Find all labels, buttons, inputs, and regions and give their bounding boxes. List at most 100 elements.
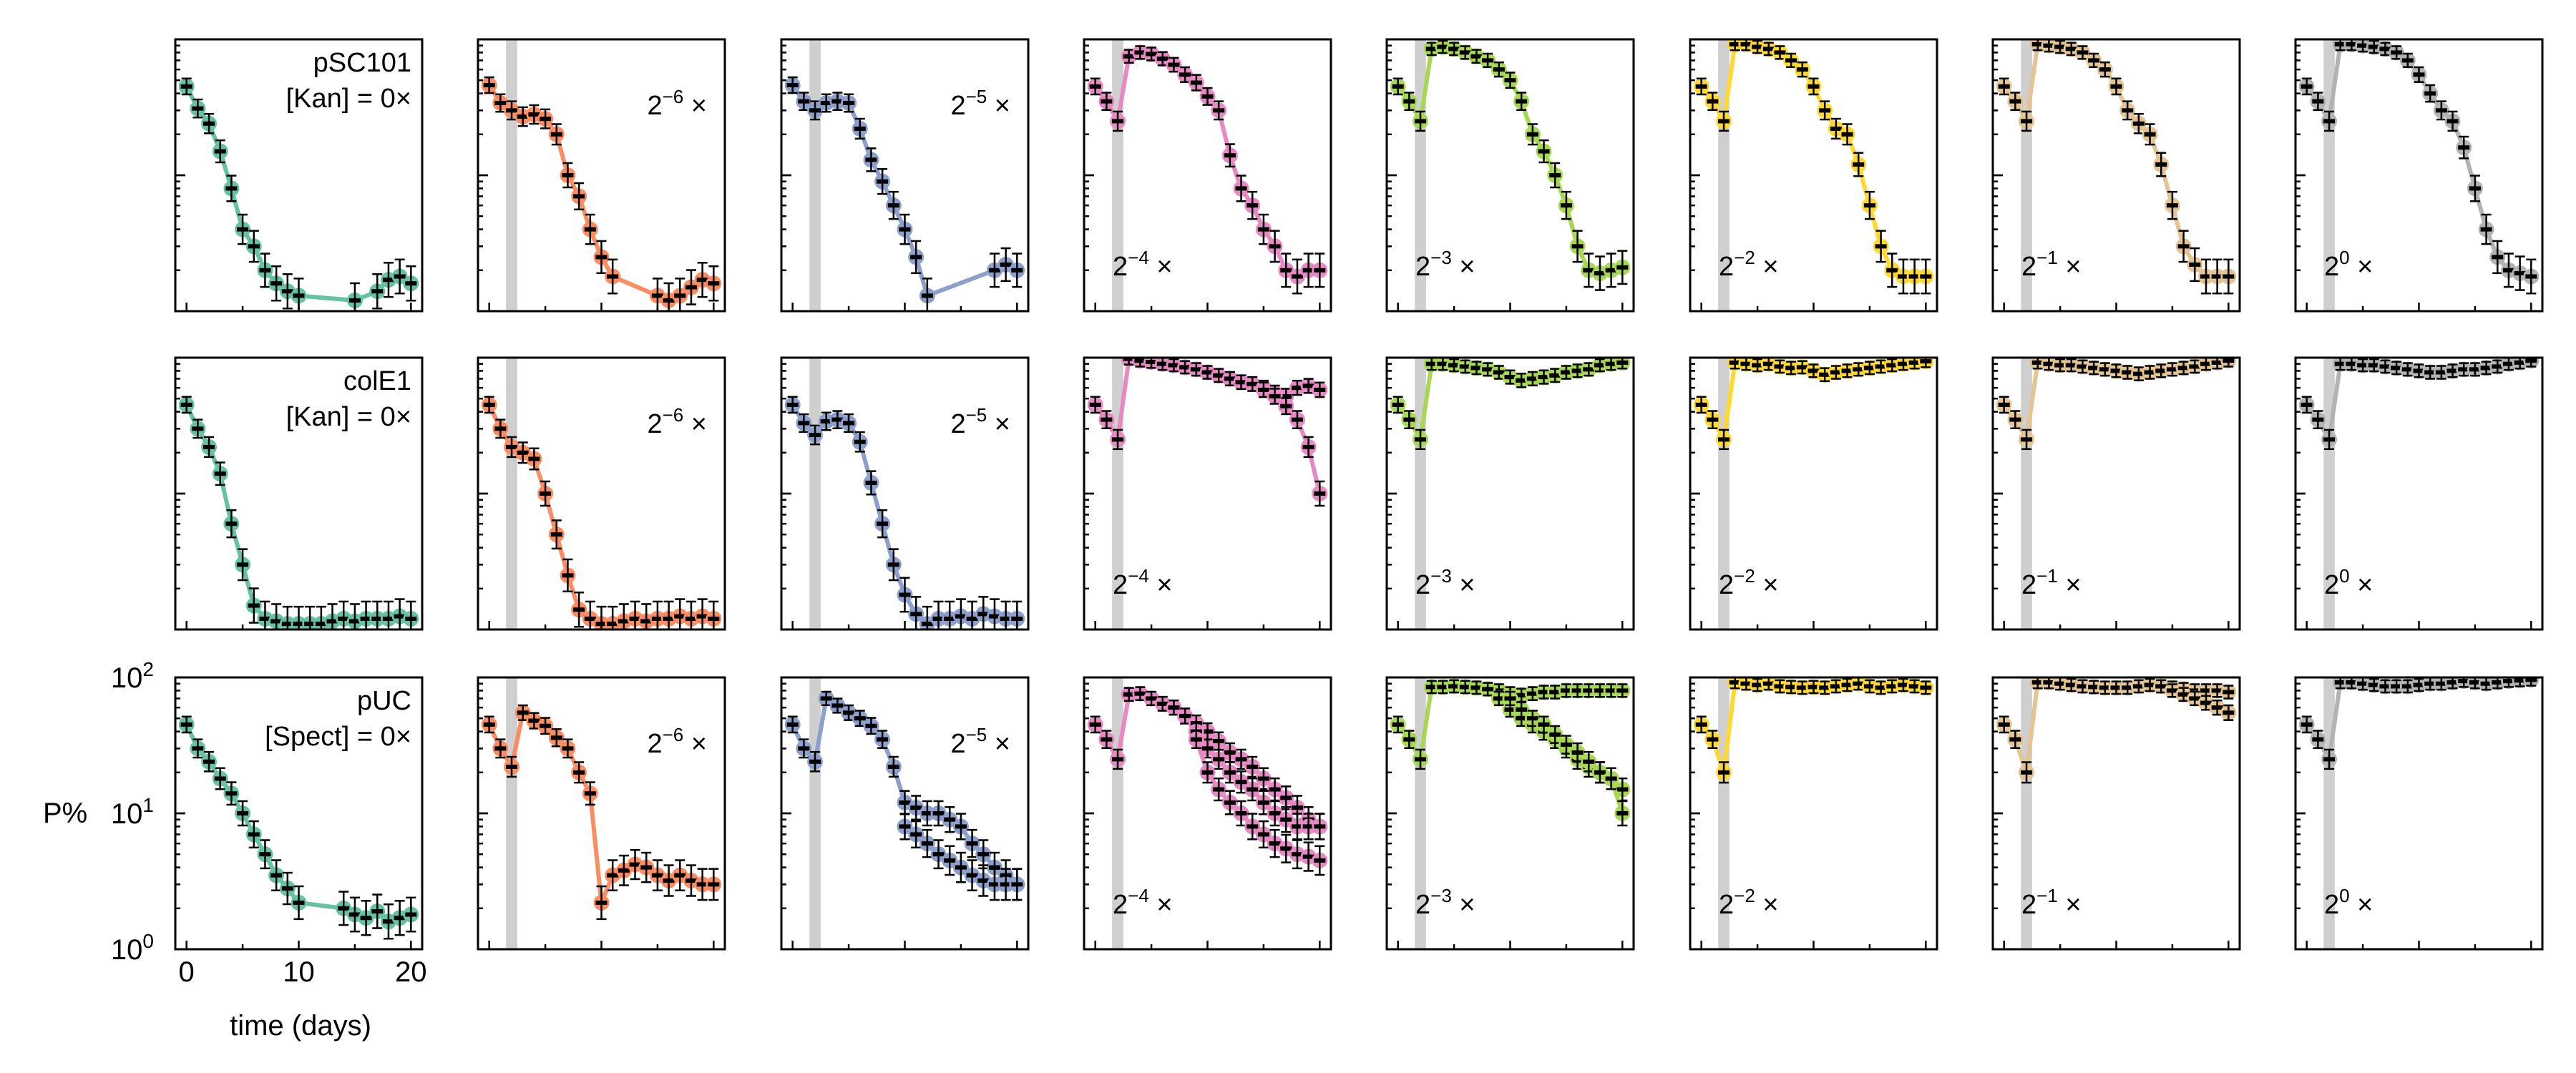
data-mean-marker xyxy=(932,811,945,815)
data-mean-marker xyxy=(1168,705,1180,710)
data-mean-marker xyxy=(1437,44,1449,49)
data-mean-marker xyxy=(1224,800,1236,805)
data-mean-marker xyxy=(1863,684,1875,689)
data-mean-marker xyxy=(2312,737,2324,742)
data-mean-marker xyxy=(977,878,990,883)
data-mean-marker xyxy=(1908,684,1921,689)
data-mean-marker xyxy=(877,737,889,742)
data-mean-marker xyxy=(674,293,686,298)
data-mean-marker xyxy=(1470,685,1483,690)
data-mean-marker xyxy=(1459,50,1471,55)
data-mean-marker xyxy=(2301,402,2313,407)
data-mean-marker xyxy=(1246,787,1259,792)
data-mean-marker xyxy=(1470,366,1483,371)
data-mean-marker xyxy=(843,101,855,106)
data-mean-marker xyxy=(281,886,293,891)
data-mean-marker xyxy=(371,289,384,294)
data-mean-marker xyxy=(2480,227,2492,232)
plot-area xyxy=(1087,358,1328,629)
panel-label: 20 × xyxy=(2324,885,2373,920)
data-mean-marker xyxy=(293,900,305,905)
data-mean-marker xyxy=(1718,437,1730,442)
data-mean-marker xyxy=(708,616,720,621)
data-mean-marker xyxy=(910,255,922,260)
data-mean-marker xyxy=(225,186,238,191)
data-mean-marker xyxy=(1875,244,1887,249)
data-mean-marker xyxy=(2088,685,2100,690)
data-mean-marker xyxy=(1549,173,1561,177)
data-mean-marker xyxy=(494,746,507,751)
data-mean-marker xyxy=(2021,119,2033,124)
data-mean-marker xyxy=(820,101,832,106)
data-mean-marker xyxy=(1504,696,1516,701)
data-mean-marker xyxy=(1425,685,1438,690)
data-mean-marker xyxy=(2189,696,2201,701)
data-mean-marker xyxy=(1493,696,1505,701)
data-mean-marker xyxy=(2391,684,2403,689)
data-mean-marker xyxy=(338,616,350,621)
data-mean-marker xyxy=(2077,50,2089,55)
data-mean-marker xyxy=(1493,67,1505,72)
data-mean-marker xyxy=(2401,684,2414,689)
data-mean-marker xyxy=(2334,41,2346,46)
data-mean-marker xyxy=(1392,722,1404,727)
data-mean-marker xyxy=(1920,274,1932,279)
plot-area xyxy=(1390,39,1631,311)
data-mean-marker xyxy=(2379,46,2391,52)
data-mean-marker xyxy=(1998,722,2010,727)
data-mean-marker xyxy=(2502,361,2514,366)
data-mean-marker xyxy=(2391,366,2403,371)
data-mean-marker xyxy=(2435,108,2447,113)
data-mean-marker xyxy=(225,791,238,796)
panel-r1-c6: 2−1 × xyxy=(1991,356,2241,631)
data-mean-marker xyxy=(921,811,933,815)
data-mean-marker xyxy=(584,227,596,232)
data-mean-marker xyxy=(2525,677,2537,682)
plot-area xyxy=(2298,677,2540,949)
data-mean-marker xyxy=(877,179,889,184)
data-mean-marker xyxy=(1774,50,1786,55)
data-mean-marker xyxy=(1841,132,1853,137)
panel-label: [Spect] = 0× xyxy=(265,722,411,752)
data-mean-marker xyxy=(1897,274,1909,279)
data-mean-marker xyxy=(651,293,663,298)
data-mean-marker xyxy=(1504,707,1516,712)
data-mean-marker xyxy=(2458,367,2470,372)
data-mean-marker xyxy=(2368,363,2380,368)
data-mean-marker xyxy=(1302,268,1314,273)
data-mean-marker xyxy=(180,84,192,89)
data-mean-marker xyxy=(1089,402,1101,407)
data-mean-marker xyxy=(1235,186,1247,191)
plot-area xyxy=(481,677,722,949)
data-mean-marker xyxy=(1280,817,1292,822)
series-line xyxy=(185,85,412,303)
plot-area xyxy=(2298,39,2540,311)
data-mean-marker xyxy=(2480,366,2492,371)
data-mean-marker xyxy=(2334,361,2346,366)
panel-label: 20 × xyxy=(2324,565,2373,600)
plot-area xyxy=(784,39,1025,311)
data-mean-marker xyxy=(2166,367,2178,372)
data-mean-marker xyxy=(1516,716,1528,721)
data-mean-marker xyxy=(2492,255,2504,260)
data-mean-marker xyxy=(1112,119,1124,124)
data-mean-marker xyxy=(1560,370,1572,375)
series-line xyxy=(184,403,411,627)
plot-area xyxy=(784,677,1025,949)
data-mean-marker xyxy=(2379,684,2391,689)
data-mean-marker xyxy=(1549,732,1561,737)
data-mean-marker xyxy=(1616,360,1629,365)
data-mean-marker xyxy=(607,622,619,627)
data-mean-marker xyxy=(2223,710,2235,715)
data-mean-marker xyxy=(2514,678,2526,683)
data-mean-marker xyxy=(1201,94,1214,99)
data-mean-marker xyxy=(1257,800,1269,805)
data-mean-marker xyxy=(1920,359,1932,364)
data-mean-marker xyxy=(584,791,596,796)
data-mean-marker xyxy=(1863,203,1875,208)
data-mean-marker xyxy=(2368,682,2380,687)
plot-area xyxy=(1996,358,2237,629)
data-mean-marker xyxy=(2424,91,2436,96)
data-mean-marker xyxy=(977,852,990,857)
data-mean-marker xyxy=(1437,685,1449,690)
